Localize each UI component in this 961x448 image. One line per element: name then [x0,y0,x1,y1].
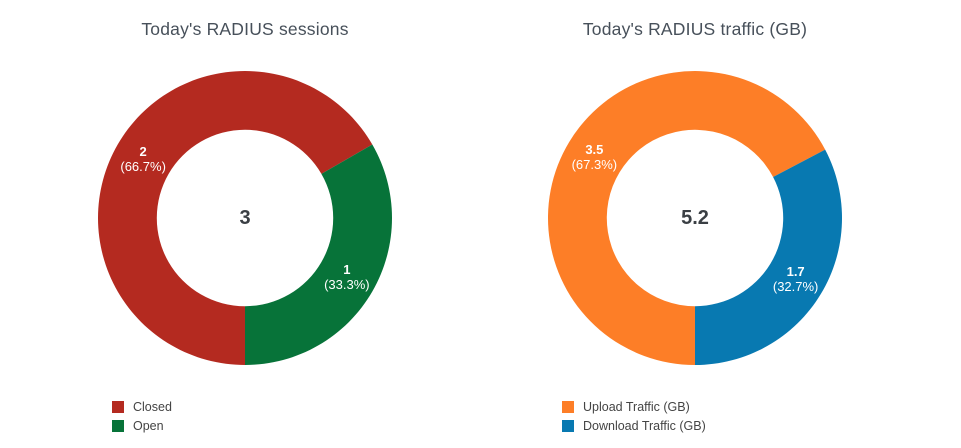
legend-label-upload-traffic: Upload Traffic (GB) [583,399,690,414]
legend-label-closed: Closed [133,399,172,414]
pie-slice-download-traffic-gb[interactable] [695,149,842,365]
legend-item-closed[interactable]: Closed [112,399,172,414]
legend-label-download-traffic: Download Traffic (GB) [583,418,706,433]
pie-slice-open[interactable] [245,144,392,366]
chart-block-traffic: Today's RADIUS traffic (GB) 3.5 (67.3%) 1.… [450,0,940,448]
legend-sessions: Closed Open [112,400,172,438]
chart-block-sessions: Today's RADIUS sessions 2 (66.7%) 1 (33.3%)… [97,19,392,438]
chart-title-traffic: Today's RADIUS traffic (GB) [582,19,808,39]
legend-item-open[interactable]: Open [112,418,172,433]
legend-swatch-closed[interactable] [112,400,124,413]
pie-slice-upload-traffic-gb[interactable] [548,71,826,366]
legend-swatch-upload-traffic[interactable] [562,400,574,413]
slice-label-download-traffic-gb: 1.7 (32.7%) [773,264,819,294]
legend-label-open: Open [133,418,164,433]
legend-swatch-open[interactable] [112,419,124,432]
legend-swatch-download-traffic[interactable] [562,419,574,432]
slice-label-open: 1 (33.3%) [324,262,370,292]
legend-item-download-traffic[interactable]: Download Traffic (GB) [562,418,706,433]
slice-label-closed: 2 (66.7%) [120,144,166,174]
donut-chart-traffic: 3.5 (67.3%) 1.7 (32.7%) [548,71,842,366]
donut-chart-sessions: 2 (66.7%) 1 (33.3%) [97,71,392,366]
legend-item-upload-traffic[interactable]: Upload Traffic (GB) [562,399,706,414]
legend-traffic: Upload Traffic (GB) Download Traffic (GB… [562,400,706,438]
slice-label-upload-traffic-gb: 3.5 (67.3%) [572,142,618,172]
pie-slice-closed[interactable] [97,71,373,366]
donut-center-total-traffic: 5.2 [681,207,709,229]
donut-center-total-sessions: 3 [239,207,251,229]
chart-title-sessions: Today's RADIUS sessions [141,19,349,39]
